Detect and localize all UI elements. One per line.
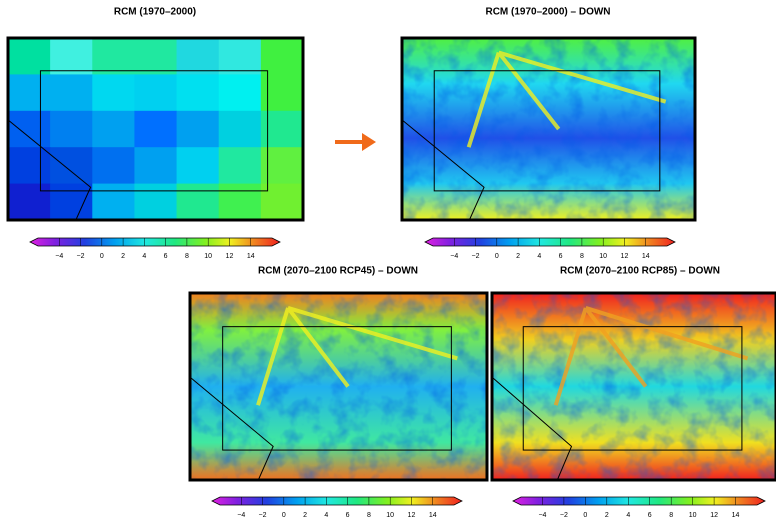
colorbar-label: 10: [386, 512, 394, 519]
grid-cell: [134, 38, 177, 75]
colorbar-ramp: [30, 238, 280, 246]
grid-cell: [8, 111, 51, 148]
colorbar: −4 −2 0 2 4 6 8 10 12 14: [212, 497, 462, 519]
colorbar-label: 10: [204, 253, 212, 260]
grid-cell: [134, 111, 177, 148]
panel: RCM (1970–2000) – DOWN −4 −2 0 2 4 6 8 10 12 14: [402, 7, 695, 260]
grid-cell: [134, 74, 177, 111]
colorbar: −4 −2 0 2 4 6 8 10 12 14: [425, 238, 675, 260]
colorbar-label: −4: [55, 253, 63, 260]
grid-cell: [134, 184, 177, 221]
map: [402, 38, 695, 220]
colorbar-label: −2: [259, 512, 267, 519]
colorbar-label: 12: [621, 253, 629, 260]
colorbar-label: 2: [516, 253, 520, 260]
grid-cell: [177, 74, 220, 111]
colorbar-ramp: [425, 238, 675, 246]
grid-cell: [92, 111, 135, 148]
arrow-head: [362, 133, 376, 151]
map: [492, 293, 776, 480]
figure: RCM (1970–2000)−4−202468101214RCM (1970–…: [0, 0, 776, 521]
grid-cell: [8, 38, 51, 75]
grid-cell: [134, 147, 177, 184]
colorbar-label: −2: [77, 253, 85, 260]
grid-cell: [219, 147, 262, 184]
grid-cell: [8, 74, 51, 111]
grid-cell: [50, 74, 93, 111]
colorbar-label: 8: [580, 253, 584, 260]
colorbar-label: 14: [429, 512, 437, 519]
grid-cell: [219, 74, 262, 111]
colorbar-label: 4: [324, 512, 328, 519]
panel-title: RCM (1970–2000): [114, 7, 196, 18]
grid-cell: [50, 38, 93, 75]
map: [8, 38, 304, 221]
grid-cell: [8, 147, 51, 184]
grid-cell: [92, 147, 135, 184]
map: [190, 293, 487, 480]
colorbar-label: 2: [303, 512, 307, 519]
colorbar-label: 6: [648, 512, 652, 519]
colorbar-label: 0: [100, 253, 104, 260]
colorbar-label: 4: [626, 512, 630, 519]
grid-cell: [92, 74, 135, 111]
colorbar-label: 14: [642, 253, 650, 260]
grid-cell: [8, 184, 51, 221]
grid-cell: [177, 147, 220, 184]
colorbar-label: −2: [472, 253, 480, 260]
grid-cell: [177, 184, 220, 221]
panel-title: RCM (1970–2000) – DOWN: [485, 7, 610, 18]
colorbar-label: 2: [121, 253, 125, 260]
colorbar-label: 6: [346, 512, 350, 519]
panel: RCM (2070–2100 RCP45) – DOWN −4 −2 0 2 4 6 8 10 1…: [190, 266, 487, 519]
colorbar-label: 14: [732, 512, 740, 519]
colorbar-label: 10: [689, 512, 697, 519]
grid-cell: [219, 111, 262, 148]
grid-cell: [50, 111, 93, 148]
colorbar-label: 12: [710, 512, 718, 519]
colorbar-label: −4: [538, 512, 546, 519]
colorbar-label: 10: [599, 253, 607, 260]
panel: RCM (2070–2100 RCP85) – DOWN −4 −2 0 2 4 6 8 10 1…: [492, 266, 776, 519]
colorbar: −4 −2 0 2 4 6 8 10 12 14: [30, 238, 280, 260]
colorbar-label: 6: [164, 253, 168, 260]
colorbar-ramp: [513, 497, 765, 505]
colorbar-label: 8: [185, 253, 189, 260]
grid-cell: [219, 184, 262, 221]
colorbar-label: 12: [226, 253, 234, 260]
colorbar-label: 0: [495, 253, 499, 260]
colorbar-label: −4: [237, 512, 245, 519]
grid-cell: [92, 184, 135, 221]
colorbar-label: 0: [583, 512, 587, 519]
colorbar-label: 2: [605, 512, 609, 519]
colorbar-label: −4: [450, 253, 458, 260]
colorbar-label: −2: [560, 512, 568, 519]
grid-cell: [92, 38, 135, 75]
colorbar-label: 4: [537, 253, 541, 260]
colorbar-label: 14: [247, 253, 255, 260]
colorbar-label: 0: [282, 512, 286, 519]
colorbar-label: 4: [142, 253, 146, 260]
grid-cell: [261, 38, 304, 75]
grid-cell: [219, 38, 262, 75]
panel: RCM (1970–2000) −4 −2 0 2 4 6 8 10 12 14: [8, 7, 304, 260]
colorbar-label: 8: [669, 512, 673, 519]
panel-title: RCM (2070–2100 RCP85) – DOWN: [560, 266, 720, 277]
colorbar-label: 6: [559, 253, 563, 260]
colorbar-label: 8: [367, 512, 371, 519]
colorbar-label: 12: [408, 512, 416, 519]
colorbar-ramp: [212, 497, 462, 505]
grid-cell: [50, 184, 93, 221]
grid-cell: [177, 111, 220, 148]
panel-title: RCM (2070–2100 RCP45) – DOWN: [258, 266, 418, 277]
grid-cell: [50, 147, 93, 184]
colorbar: −4 −2 0 2 4 6 8 10 12 14: [513, 497, 765, 519]
grid-cell: [177, 38, 220, 75]
